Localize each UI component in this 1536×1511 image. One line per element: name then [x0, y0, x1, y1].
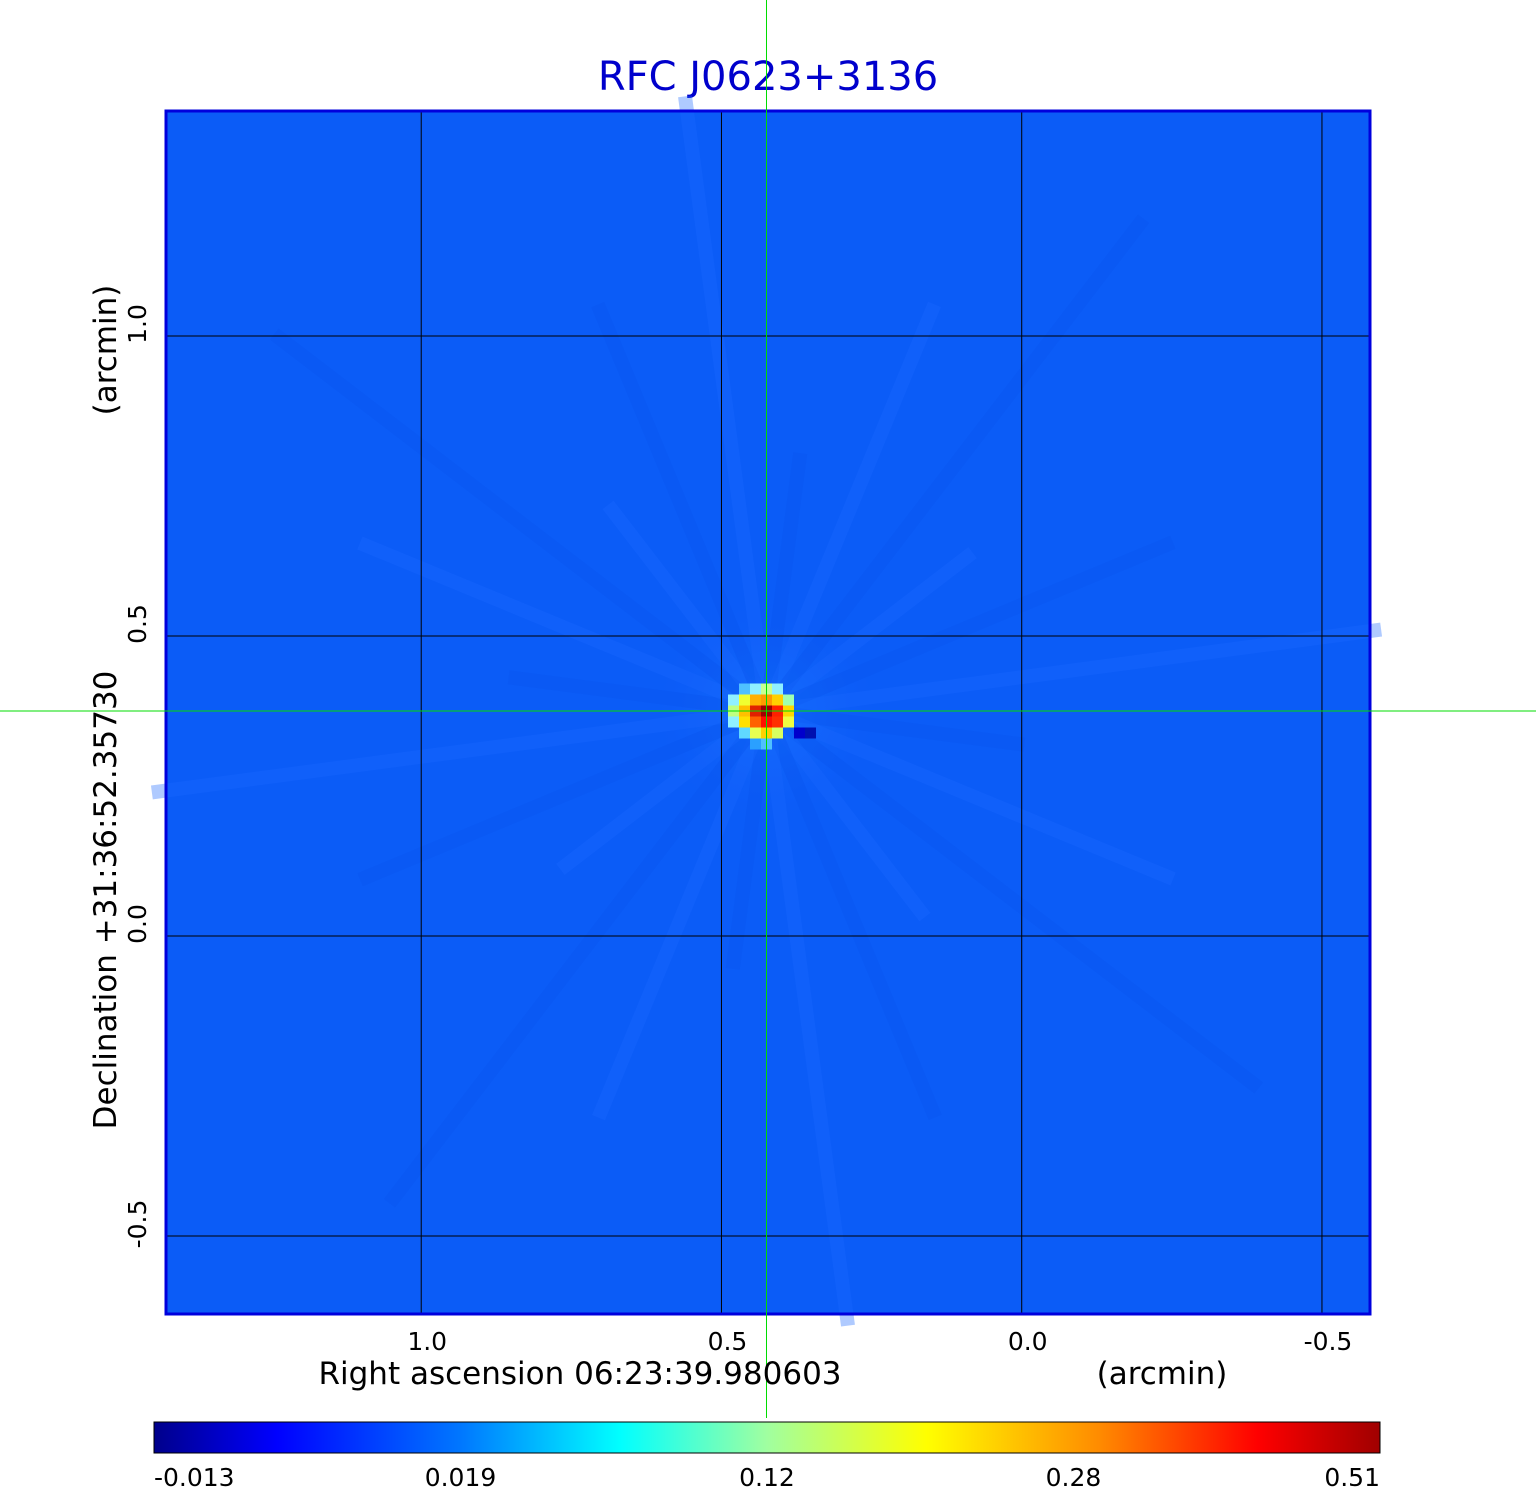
- sidelobe-streak: [725, 710, 774, 970]
- sidelobe-streak: [270, 328, 771, 717]
- source-pixel: [749, 738, 761, 750]
- sidelobe-streak: [150, 704, 768, 800]
- x-tick-label: 0.0: [1008, 1327, 1048, 1356]
- chart-title: RFC J0623+3136: [598, 54, 938, 100]
- sidelobe-streak: [357, 704, 770, 887]
- colorbar-tick-label: 0.51: [1324, 1463, 1380, 1492]
- sidelobe-streak: [763, 535, 1176, 718]
- x-axis-label: Right ascension 06:23:39.980603: [318, 1356, 841, 1392]
- source-pixel: [771, 716, 783, 728]
- sidelobe-streak: [762, 705, 1263, 1094]
- x-tick-label: 1.0: [407, 1327, 447, 1356]
- x-tick-label: -0.5: [1304, 1327, 1353, 1356]
- x-axis-unit: (arcmin): [1097, 1356, 1228, 1392]
- x-tick-label: 0.5: [708, 1327, 748, 1356]
- sidelobe-streak: [591, 301, 773, 714]
- sidelobe-streak: [759, 710, 855, 1327]
- source-pixel: [738, 683, 750, 695]
- sidelobe-streak: [602, 500, 773, 716]
- sidelobe-streak: [760, 214, 1150, 716]
- sidelobe-streaks: [150, 95, 1383, 1327]
- source-pixel: [727, 716, 739, 728]
- source-pixel: [749, 694, 761, 706]
- y-tick-label: 1.0: [123, 304, 152, 344]
- sidelobe-streak: [759, 452, 808, 712]
- sidelobe-streak: [765, 622, 1383, 718]
- colorbar-tick-label: 0.12: [739, 1463, 795, 1492]
- source-pixel: [793, 727, 805, 739]
- sidelobe-streak: [383, 706, 773, 1208]
- y-tick-label: -0.5: [123, 1200, 152, 1249]
- sidelobe-streak: [760, 706, 931, 922]
- source-pixel: [738, 694, 750, 706]
- y-tick-label: 0.0: [123, 904, 152, 944]
- source-pixel: [782, 694, 794, 706]
- colorbar-tick-label: -0.013: [154, 1463, 235, 1492]
- source-pixel: [771, 694, 783, 706]
- source-pixel: [771, 727, 783, 739]
- source-pixel: [771, 683, 783, 695]
- source-pixel: [749, 683, 761, 695]
- sidelobe-streak: [765, 704, 1026, 752]
- sidelobe-streak: [762, 546, 977, 717]
- y-tick-label: 0.5: [123, 604, 152, 644]
- colorbar-tick-labels: -0.013 0.019 0.12 0.28 0.51: [154, 1463, 1380, 1492]
- sidelobe-streak: [357, 536, 770, 718]
- source-pixel: [804, 727, 816, 739]
- sidelobe-streak: [592, 708, 773, 1121]
- source-pixel: [738, 727, 750, 739]
- colorbar: [153, 1421, 1381, 1454]
- sidelobe-streak: [678, 95, 774, 712]
- sidelobe-streak: [763, 704, 1176, 886]
- source-pixel: [738, 716, 750, 728]
- y-tick-labels: 1.0 0.5 0.0 -0.5: [123, 304, 152, 1248]
- sidelobe-streak: [760, 301, 941, 714]
- y-axis-label: Declination +31:36:52.35730: [88, 671, 124, 1130]
- grid-lines: [166, 111, 1370, 1314]
- colorbar-tick-label: 0.28: [1046, 1463, 1102, 1492]
- source-pixel: [727, 694, 739, 706]
- sidelobe-streak: [760, 708, 942, 1121]
- source-pixel: [749, 716, 761, 728]
- sidelobe-streak: [507, 670, 768, 718]
- y-axis-unit: (arcmin): [88, 285, 124, 416]
- plot-frame: [164, 109, 1372, 1316]
- source-pixel: [749, 727, 761, 739]
- plot-area: [150, 95, 1383, 1327]
- x-tick-labels: 1.0 0.5 0.0 -0.5: [407, 1327, 1352, 1356]
- crosshair: [0, 0, 1536, 1418]
- colorbar-tick-label: 0.019: [425, 1463, 497, 1492]
- source-pixel: [782, 716, 794, 728]
- sidelobe-streak: [556, 705, 771, 876]
